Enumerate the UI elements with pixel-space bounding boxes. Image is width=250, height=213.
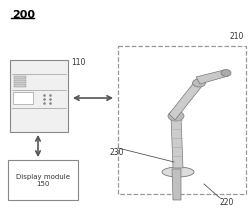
Text: 210: 210	[230, 32, 244, 41]
Polygon shape	[169, 80, 202, 120]
Text: 230: 230	[110, 148, 124, 157]
Ellipse shape	[221, 69, 231, 76]
Bar	[14, 76, 26, 79]
Polygon shape	[196, 70, 228, 84]
Bar	[14, 84, 26, 86]
Text: 220: 220	[220, 198, 234, 207]
Ellipse shape	[192, 79, 205, 87]
Polygon shape	[172, 169, 181, 200]
Polygon shape	[171, 117, 183, 168]
Text: 200: 200	[12, 10, 35, 20]
Text: Display module
150: Display module 150	[16, 174, 70, 187]
Text: 110: 110	[71, 58, 86, 67]
Ellipse shape	[162, 167, 194, 177]
Bar	[13, 92, 33, 104]
Ellipse shape	[168, 111, 184, 121]
Bar	[8, 160, 78, 200]
Bar	[10, 60, 68, 132]
Bar	[118, 46, 246, 194]
Bar	[14, 80, 26, 82]
